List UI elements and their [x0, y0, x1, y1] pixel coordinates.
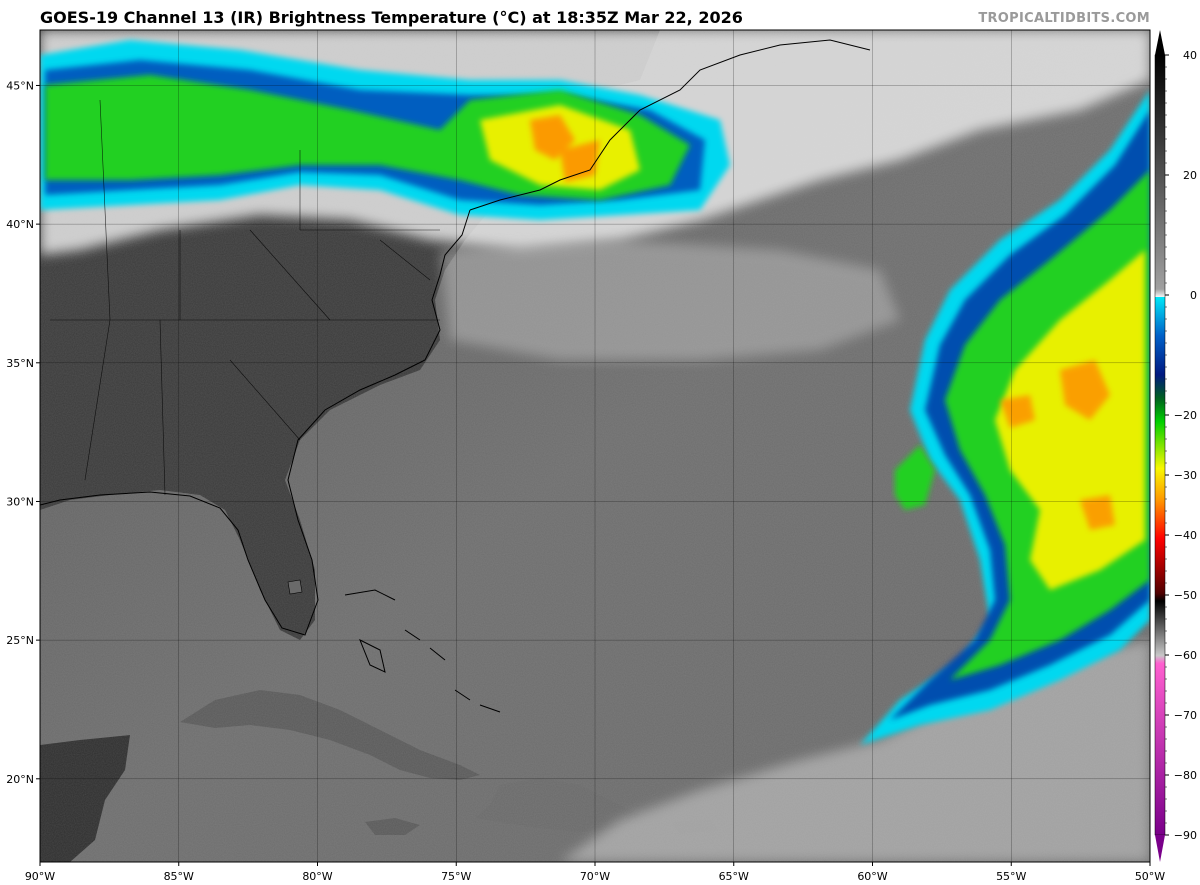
new-england-coast-outline	[469, 39, 871, 211]
lon-tick-label: 80°W	[302, 870, 332, 883]
colorbar-tick-label: −60	[1174, 649, 1197, 662]
lon-tick-label: 60°W	[857, 870, 887, 883]
longitude-labels: 90°W 85°W 80°W 75°W 70°W 65°W 60°W 55°W 50°W	[25, 862, 1165, 883]
colorbar-tick-label: −50	[1174, 589, 1197, 602]
lat-tick-label: 35°N	[6, 357, 34, 370]
colorbar-tick-label: −90	[1174, 829, 1197, 842]
lon-tick-label: 75°W	[441, 870, 471, 883]
colorbar-tick-label: −30	[1174, 469, 1197, 482]
colorbar-tick-label: −70	[1174, 709, 1197, 722]
colorbar-top-arrow	[1155, 30, 1165, 55]
colorbar: 40 20 0 −20 −30 −40 −50 −60 −70 −80 −90	[1154, 30, 1197, 862]
state-borders	[50, 99, 440, 496]
lon-tick-label: 85°W	[164, 870, 194, 883]
colorbar-tick-label: −40	[1174, 529, 1197, 542]
lon-tick-label: 50°W	[1135, 870, 1165, 883]
florida-lake	[287, 579, 303, 595]
colorbar-tick-label: −80	[1174, 769, 1197, 782]
source-watermark: TROPICALTIDBITS.COM	[978, 11, 1150, 26]
lon-tick-label: 55°W	[996, 870, 1026, 883]
atlantic-storm-orange	[1000, 360, 1115, 530]
small-convective-cell	[895, 445, 935, 510]
lon-tick-label: 90°W	[25, 870, 55, 883]
lat-tick-label: 40°N	[6, 218, 34, 231]
lat-tick-label: 30°N	[6, 495, 34, 508]
lon-tick-label: 65°W	[719, 870, 749, 883]
lon-tick-label: 70°W	[580, 870, 610, 883]
latitude-labels: 45°N 40°N 35°N 30°N 25°N 20°N	[6, 79, 40, 786]
colorbar-tick-label: 40	[1183, 49, 1197, 62]
northern-storm-orange	[530, 115, 600, 182]
colorbar-bottom-arrow	[1155, 835, 1165, 862]
colorbar-tick-label: 20	[1183, 169, 1197, 182]
east-coast-outline	[40, 209, 471, 636]
map-title: GOES-19 Channel 13 (IR) Brightness Tempe…	[40, 8, 743, 27]
colorbar-tick-label: 0	[1190, 289, 1197, 302]
bahamas-islands	[344, 589, 501, 713]
colorbar-ramp	[1154, 54, 1166, 836]
lat-tick-label: 20°N	[6, 773, 34, 786]
colorbar-tick-label: −20	[1174, 409, 1197, 422]
lat-tick-label: 25°N	[6, 634, 34, 647]
midlatitude-cirrus	[440, 240, 900, 360]
lat-tick-label: 45°N	[6, 79, 34, 92]
